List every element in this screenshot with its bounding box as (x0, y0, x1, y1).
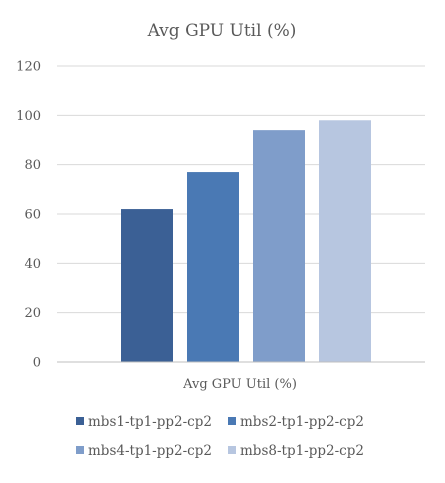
legend-item: mbs4-tp1-pp2-cp2 (76, 443, 212, 459)
y-tick-label: 40 (24, 257, 41, 272)
legend-swatch (76, 446, 84, 454)
y-tick-label: 20 (24, 306, 41, 321)
legend-swatch (76, 417, 84, 425)
legend: mbs1-tp1-pp2-cp2 mbs2-tp1-pp2-cp2 mbs4-tp1… (76, 414, 364, 459)
y-tick-label: 120 (16, 60, 41, 75)
legend-swatch (228, 446, 236, 454)
y-tick-label: 60 (24, 208, 41, 223)
legend-swatch (228, 417, 236, 425)
y-tick-label: 80 (24, 158, 41, 173)
y-axis-ticks: 0 20 40 60 80 100 120 (16, 60, 41, 371)
legend-label: mbs8-tp1-pp2-cp2 (240, 443, 364, 459)
legend-item: mbs1-tp1-pp2-cp2 (76, 414, 212, 430)
bar-mbs8-tp1-pp2-cp2 (319, 120, 371, 363)
legend-item: mbs2-tp1-pp2-cp2 (228, 414, 364, 430)
x-axis-category-labels: Avg GPU Util (%) (182, 377, 297, 392)
legend-label: mbs4-tp1-pp2-cp2 (88, 443, 212, 459)
y-tick-label: 100 (16, 109, 41, 124)
bar-mbs4-tp1-pp2-cp2 (253, 130, 305, 362)
legend-label: mbs1-tp1-pp2-cp2 (88, 414, 212, 430)
x-category-label: Avg GPU Util (%) (182, 377, 297, 392)
legend-label: mbs2-tp1-pp2-cp2 (240, 414, 364, 430)
bars (121, 120, 371, 363)
legend-item: mbs8-tp1-pp2-cp2 (228, 443, 364, 459)
bar-mbs1-tp1-pp2-cp2 (121, 209, 173, 362)
chart-title: Avg GPU Util (%) (147, 21, 297, 41)
bar-mbs2-tp1-pp2-cp2 (187, 172, 239, 362)
y-tick-label: 0 (33, 356, 41, 371)
